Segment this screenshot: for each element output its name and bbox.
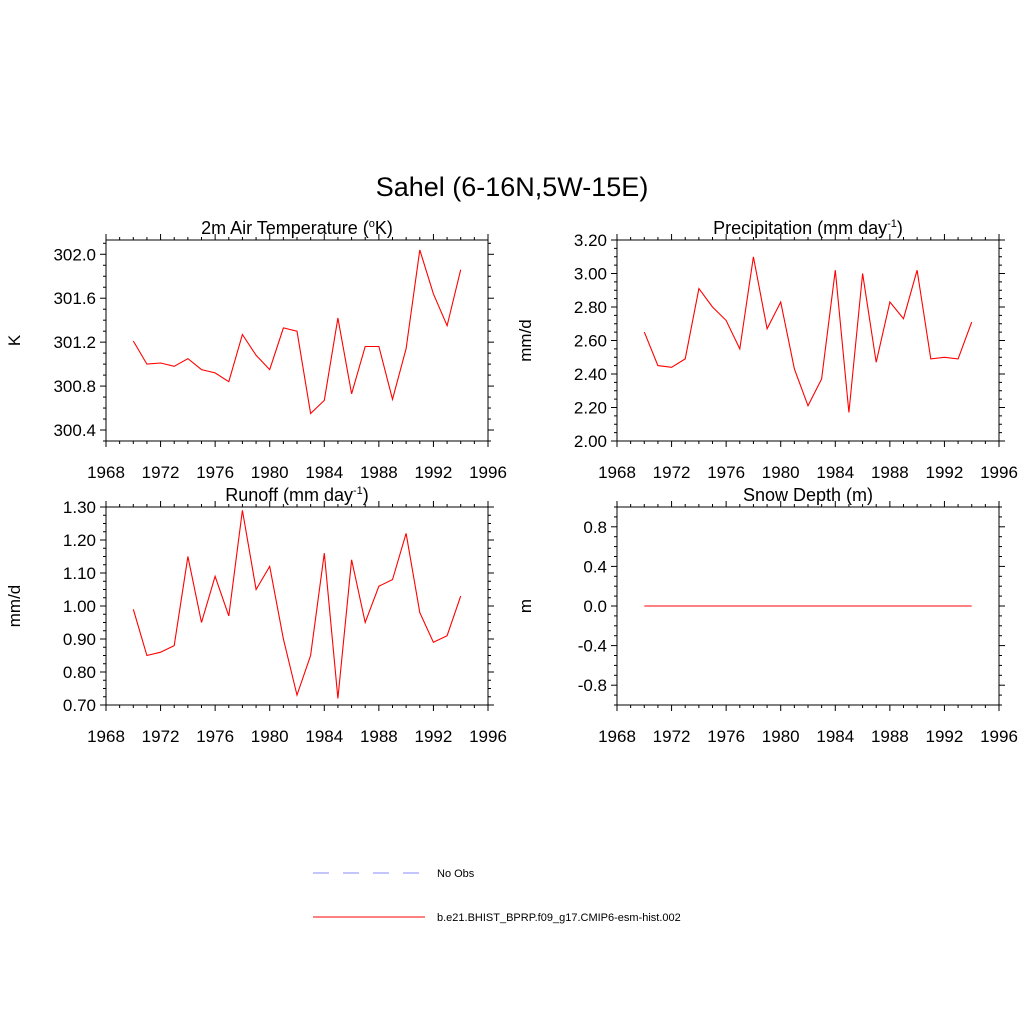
ytick-label: 3.00	[574, 265, 607, 284]
xtick-label: 1988	[360, 463, 398, 482]
xtick-label: 1988	[871, 727, 909, 746]
panel-1-frame	[105, 239, 489, 442]
xtick-label: 1996	[469, 463, 507, 482]
panel-4-ylabel: m	[516, 599, 535, 613]
ytick-label: 0.70	[63, 696, 96, 715]
panel-3-title-main: Runoff (mm day	[225, 485, 353, 505]
legend: No Obs b.e21.BHIST_BPRP.f09_g17.CMIP6-es…	[313, 868, 681, 924]
panel-1-title-sup: o	[369, 218, 375, 230]
ytick-label: 302.0	[53, 245, 96, 264]
xtick-label: 1992	[415, 463, 453, 482]
ytick-label: 301.2	[53, 333, 96, 352]
xtick-label: 1976	[196, 463, 234, 482]
xtick-label: 1972	[142, 727, 180, 746]
xtick-label: 1968	[598, 463, 636, 482]
panel-4: Snow Depth (m) m 1968 1972 1976 1980 1984 1988 1…	[516, 485, 1018, 746]
ytick-label: -0.4	[578, 637, 607, 656]
ytick-label: 301.6	[53, 289, 96, 308]
panel-3-title: Runoff (mm day-1)	[225, 485, 369, 505]
ytick-label: 3.20	[574, 231, 607, 250]
ytick-label: 2.20	[574, 399, 607, 418]
xtick-label: 1968	[87, 727, 125, 746]
panel-1-ylabel: K	[5, 334, 24, 346]
ytick-label: 2.00	[574, 432, 607, 451]
panel-3-title-end: )	[363, 485, 369, 505]
panel-2-title-end: )	[897, 218, 903, 238]
ytick-label: 0.80	[63, 663, 96, 682]
xtick-label: 1992	[926, 727, 964, 746]
figure-title: Sahel (6-16N,5W-15E)	[376, 172, 649, 202]
ytick-label: 0.90	[63, 630, 96, 649]
xtick-label: 1980	[762, 463, 800, 482]
ytick-label: 2.80	[574, 298, 607, 317]
ytick-label: -0.8	[578, 676, 607, 695]
xtick-label: 1972	[653, 727, 691, 746]
panel-3-series-line	[132, 510, 462, 699]
panel-2-title-sup: -1	[887, 218, 897, 230]
panel-3-frame	[105, 506, 489, 706]
xtick-label: 1984	[305, 463, 343, 482]
panel-1-title: 2m Air Temperature (oK)	[201, 218, 393, 238]
legend-label-no-obs: No Obs	[437, 868, 475, 880]
ytick-label: 300.8	[53, 377, 96, 396]
xtick-label: 1972	[142, 463, 180, 482]
ytick-label: 2.60	[574, 332, 607, 351]
panel-4-title: Snow Depth (m)	[743, 485, 873, 505]
ytick-label: 300.4	[53, 421, 96, 440]
panel-3-title-sup: -1	[353, 485, 363, 497]
ytick-label: 0.8	[583, 518, 607, 537]
xtick-label: 1968	[87, 463, 125, 482]
xtick-label: 1976	[196, 727, 234, 746]
panels: 2m Air Temperature (oK) K 1968 1972 1976 1980…	[5, 218, 1018, 746]
panel-1: 2m Air Temperature (oK) K 1968 1972 1976 1980…	[5, 218, 507, 482]
panel-2-series-line	[643, 256, 973, 413]
panel-2-ylabel: mm/d	[516, 319, 535, 362]
ytick-label: 1.10	[63, 564, 96, 583]
xtick-label: 1984	[816, 463, 854, 482]
ytick-label: 1.20	[63, 531, 96, 550]
panel-1-title-end: K)	[375, 218, 393, 238]
ytick-label: 0.4	[583, 557, 607, 576]
xtick-label: 1980	[251, 727, 289, 746]
panel-2-title: Precipitation (mm day-1)	[713, 218, 903, 238]
panel-1-title-main: 2m Air Temperature (	[201, 218, 369, 238]
ytick-label: 0.0	[583, 597, 607, 616]
xtick-label: 1988	[360, 727, 398, 746]
xtick-label: 1988	[871, 463, 909, 482]
xtick-label: 1980	[762, 727, 800, 746]
xtick-label: 1972	[653, 463, 691, 482]
xtick-label: 1984	[816, 727, 854, 746]
xtick-label: 1976	[707, 727, 745, 746]
xtick-label: 1996	[980, 727, 1018, 746]
panel-3-ylabel: mm/d	[5, 585, 24, 628]
panel-2-title-main: Precipitation (mm day	[713, 218, 887, 238]
panel-1-series-line	[132, 249, 462, 415]
xtick-label: 1996	[469, 727, 507, 746]
panel-2: Precipitation (mm day-1) mm/d 1968 1972 1976…	[516, 218, 1018, 482]
xtick-label: 1968	[598, 727, 636, 746]
xtick-label: 1984	[305, 727, 343, 746]
ytick-label: 1.00	[63, 597, 96, 616]
panel-4-title-main: Snow Depth (m)	[743, 485, 873, 505]
xtick-label: 1992	[926, 463, 964, 482]
panel-2-frame	[616, 239, 1000, 442]
legend-label-model: b.e21.BHIST_BPRP.f09_g17.CMIP6-esm-hist.…	[437, 912, 681, 924]
ytick-label: 2.40	[574, 365, 607, 384]
ytick-label: 1.30	[63, 498, 96, 517]
xtick-label: 1976	[707, 463, 745, 482]
xtick-label: 1996	[980, 463, 1018, 482]
xtick-label: 1992	[415, 727, 453, 746]
panel-3: Runoff (mm day-1) mm/d 1968 1972 1976 1980 198…	[5, 485, 507, 746]
xtick-label: 1980	[251, 463, 289, 482]
